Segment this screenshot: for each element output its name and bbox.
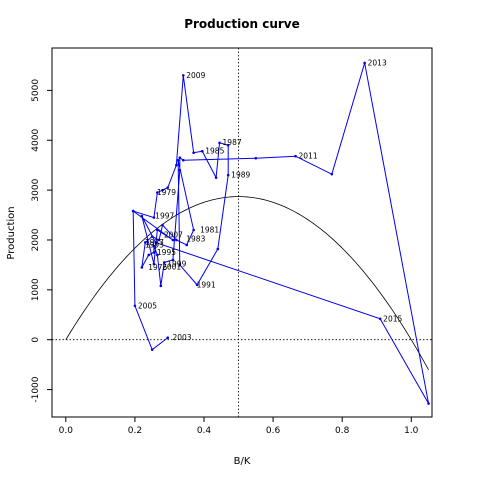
data-point — [226, 143, 230, 147]
x-tick-label: 1.0 — [404, 426, 419, 436]
data-point — [150, 235, 154, 238]
point-label: 1981 — [200, 226, 219, 235]
point-label: 2003 — [172, 333, 191, 342]
data-point — [156, 191, 159, 194]
point-label: 2009 — [186, 71, 205, 80]
reference-lines — [52, 48, 432, 417]
data-point — [176, 158, 180, 162]
data-point — [143, 241, 147, 244]
y-tick-label: 5000 — [31, 79, 41, 102]
data-point — [157, 238, 161, 242]
x-tick-label: 0.0 — [59, 426, 74, 436]
y-tick-label: 4000 — [31, 129, 41, 152]
data-point — [254, 156, 258, 160]
point-label: 2005 — [138, 301, 157, 310]
data-point — [152, 262, 156, 266]
data-point — [378, 317, 382, 321]
data-point — [147, 253, 151, 257]
data-point — [363, 61, 366, 65]
data-point — [161, 223, 164, 227]
point-label: 2001 — [162, 262, 181, 271]
y-tick-label: 2000 — [31, 228, 41, 251]
data-point — [152, 251, 156, 254]
point-label: 1991 — [197, 280, 216, 289]
data-point — [171, 238, 175, 242]
data-point — [150, 348, 154, 351]
y-tick-label: 3000 — [31, 178, 41, 201]
x-tick-label: 0.2 — [128, 426, 142, 436]
data-point — [152, 216, 156, 219]
chart-title: Production curve — [184, 17, 300, 31]
data-point — [161, 188, 164, 192]
data-point — [156, 253, 159, 257]
point-label: 2015 — [383, 314, 402, 323]
x-axis-label: B/K — [234, 456, 251, 467]
point-label: 1999 — [167, 259, 186, 268]
data-point — [171, 258, 175, 262]
data-point — [226, 173, 230, 177]
data-point — [330, 172, 334, 176]
data-point — [131, 209, 135, 213]
data-point — [166, 336, 170, 340]
data-point — [166, 186, 170, 189]
x-tick-label: 0.4 — [197, 426, 212, 436]
data-point — [218, 141, 221, 145]
x-tick-label: 0.8 — [335, 426, 350, 436]
data-point — [140, 214, 144, 218]
point-label: 2007 — [164, 230, 183, 239]
series-points — [131, 61, 430, 405]
point-label: 2013 — [368, 58, 387, 67]
point-label: 1985 — [205, 147, 224, 156]
point-label: 1977 — [145, 238, 164, 247]
point-label: 1975 — [148, 263, 167, 272]
data-point — [181, 158, 185, 162]
y-axis-label: Production — [6, 206, 17, 259]
point-label: 1987 — [223, 138, 242, 147]
data-point — [214, 176, 218, 179]
y-tick-label: 0 — [31, 337, 41, 343]
data-point — [195, 283, 199, 287]
y-axis: -1000 0 1000 2000 3000 4000 5000 — [31, 79, 52, 403]
data-point — [175, 163, 178, 167]
point-label: 1983 — [186, 234, 205, 243]
data-point — [192, 228, 195, 232]
data-point — [178, 156, 182, 160]
data-point — [192, 151, 195, 155]
data-point — [216, 247, 220, 251]
point-label: 1979 — [157, 188, 176, 197]
data-point — [175, 238, 178, 242]
y-tick-label: -1000 — [31, 376, 41, 402]
data-point — [156, 228, 159, 232]
point-label: 1997 — [155, 212, 174, 221]
data-point — [427, 402, 430, 405]
point-label: 1993 — [145, 240, 164, 249]
production-curve — [65, 196, 429, 370]
point-label: 1995 — [157, 248, 176, 257]
point-label: 2011 — [299, 152, 318, 161]
data-point — [185, 243, 189, 247]
data-point — [178, 168, 182, 172]
data-point — [162, 261, 166, 264]
data-point — [140, 266, 144, 269]
data-point — [200, 149, 204, 153]
series-line — [132, 62, 430, 404]
point-label: 1989 — [231, 171, 250, 180]
plot-frame — [51, 47, 433, 418]
data-point — [159, 284, 163, 288]
x-axis: 0.0 0.2 0.4 0.6 0.8 1.0 — [59, 417, 419, 436]
data-point — [154, 241, 157, 244]
data-point — [133, 304, 137, 308]
x-tick-label: 0.6 — [266, 426, 281, 436]
data-point — [178, 263, 182, 267]
data-point — [294, 154, 297, 158]
y-tick-label: 1000 — [31, 278, 41, 301]
data-point — [152, 244, 156, 248]
data-point — [181, 74, 185, 77]
